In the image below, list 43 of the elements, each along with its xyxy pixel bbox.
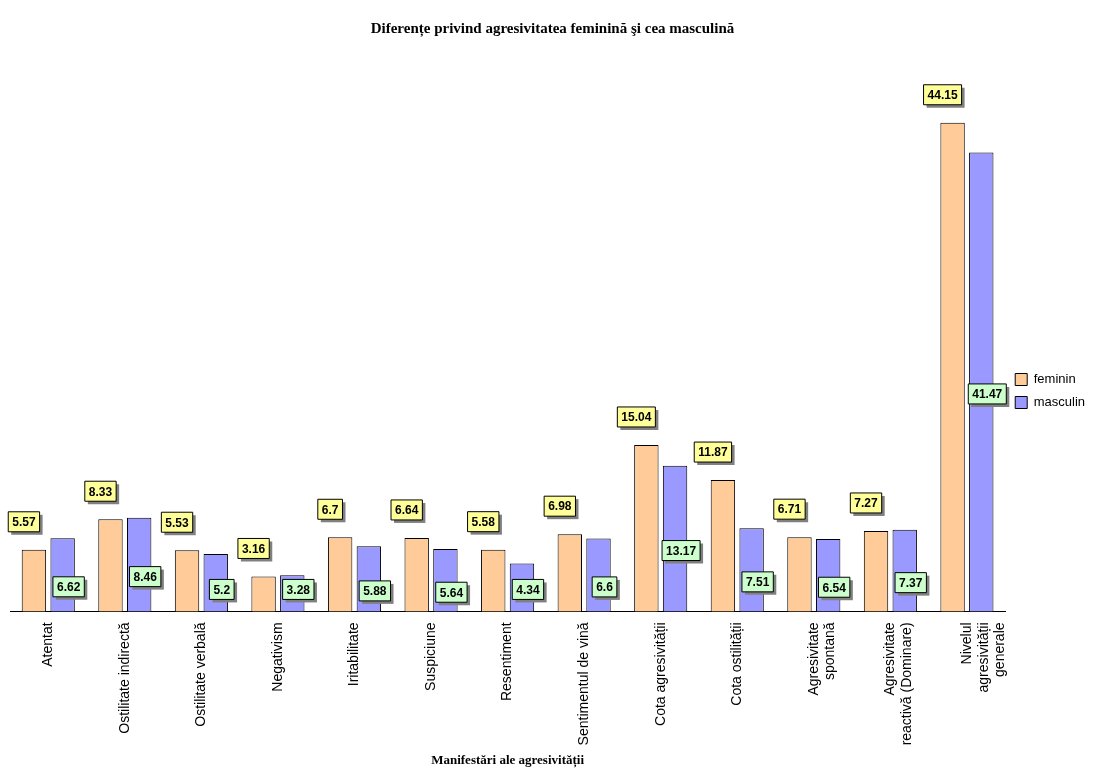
x-tick-label: Nivelul agresivității generale xyxy=(957,622,1008,693)
data-label: 7.51 xyxy=(745,575,770,590)
x-tick-label: Negativism xyxy=(268,622,285,692)
data-label: 5.88 xyxy=(363,584,387,599)
x-tick-label: Resentiment xyxy=(498,622,515,702)
data-label: 11.87 xyxy=(698,445,728,460)
data-label: 5.53 xyxy=(165,515,190,530)
data-label: 4.34 xyxy=(516,582,540,597)
data-label: 5.57 xyxy=(12,515,36,530)
x-tick-label: Ostilitate verbală xyxy=(192,622,209,727)
data-label: 44.15 xyxy=(927,88,958,103)
data-label: 15.04 xyxy=(621,410,652,425)
data-label: 5.2 xyxy=(213,582,231,597)
data-label: 5.64 xyxy=(439,585,464,600)
x-tick-label: Cota ostilității xyxy=(728,622,745,706)
legend-label: masculin xyxy=(1033,394,1085,410)
data-label: 6.64 xyxy=(395,503,419,518)
data-label: 6.7 xyxy=(321,502,339,517)
data-label: 3.16 xyxy=(241,541,266,556)
data-label: 8.33 xyxy=(88,484,113,499)
data-label: 6.98 xyxy=(548,499,572,514)
data-label: 7.27 xyxy=(854,496,879,511)
data-label: 5.58 xyxy=(471,514,496,529)
x-tick-label: Ostilitate indirectă xyxy=(115,622,132,734)
x-tick-label: Atentat xyxy=(39,622,56,667)
x-axis-title: Manifestări ale agresivității xyxy=(431,751,585,768)
data-label: 6.54 xyxy=(822,580,847,595)
legend-label: feminin xyxy=(1033,371,1076,387)
data-label: 7.37 xyxy=(899,575,923,590)
data-label: 13.17 xyxy=(666,543,697,558)
x-tick-label: Sentimentul de vină xyxy=(575,622,592,746)
x-tick-label: Cota agresivității xyxy=(651,622,668,726)
data-label: 6.6 xyxy=(596,580,614,595)
x-tick-label: Agresivitate reactivă (Dominare) xyxy=(881,622,915,746)
x-tick-label: Suspiciune xyxy=(421,622,438,691)
data-label: 3.28 xyxy=(286,582,311,597)
data-label: 6.71 xyxy=(777,502,802,517)
data-label: 41.47 xyxy=(972,387,1003,402)
x-tick-label: Iritabilitate xyxy=(345,622,362,687)
data-label: 8.46 xyxy=(133,569,158,584)
data-label: 6.62 xyxy=(56,580,81,595)
chart-title: Diferențe privind agresivitatea feminină şi cea masculină xyxy=(370,19,735,37)
x-tick-label: Agresivitate spontană xyxy=(804,622,838,696)
